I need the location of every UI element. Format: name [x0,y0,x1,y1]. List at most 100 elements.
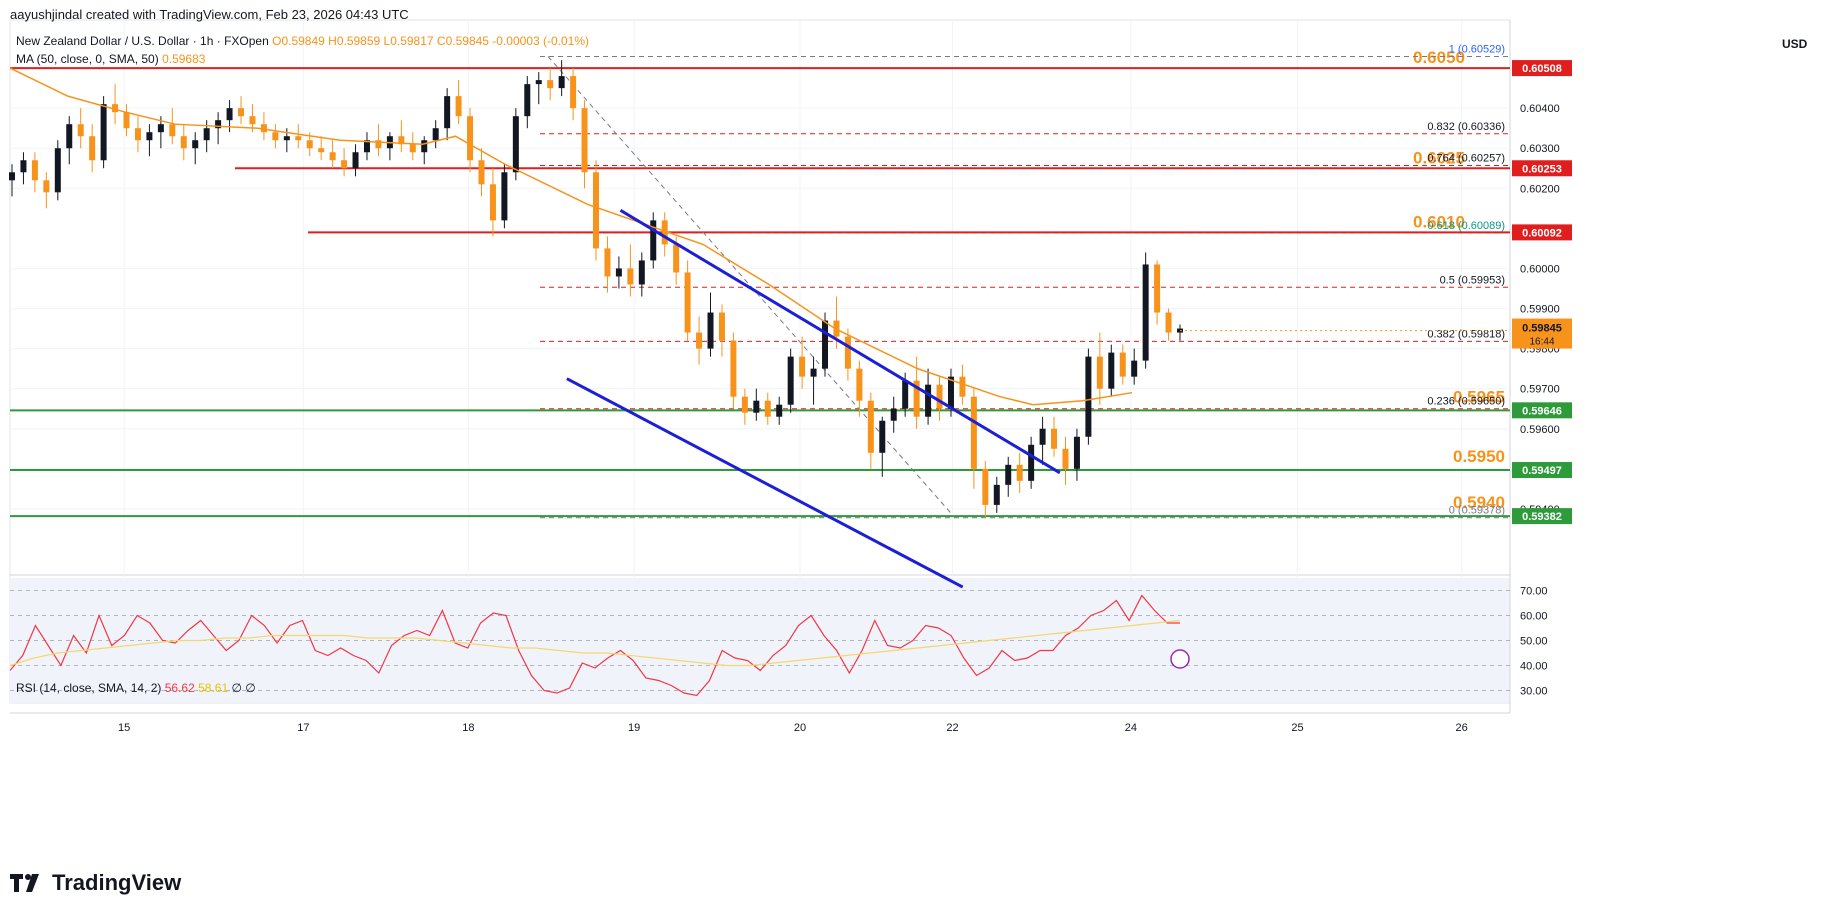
rsi-value: 56.62 [164,681,195,695]
rsi-ma-line [9,619,1181,667]
price-badge [1512,160,1572,177]
candle-body [627,268,634,285]
candle-body [43,180,50,193]
fib-level-label: 1 (0.60529) [1449,43,1505,55]
time-tick-label: 18 [462,722,474,734]
candle-body [123,112,130,129]
candle-body [1131,360,1138,377]
candle-body [9,172,15,181]
support-label: 0.5940 [1453,493,1505,512]
candle-body [879,420,886,453]
chart-caption: aayushjindal created with TradingView.co… [10,7,409,22]
candle-body [1154,264,1161,313]
candle-body [421,140,428,153]
time-tick-label: 15 [118,722,130,734]
candle-body [993,484,1000,505]
candle-body [730,340,737,397]
candle-body [970,396,977,469]
candle-body [467,116,474,161]
candle-body [54,148,61,193]
candle-body [272,132,279,141]
ohlc-values: O0.59849 H0.59859 L0.59817 C0.59845 -0.0… [272,34,590,48]
resistance-label: 0.6050 [1413,48,1465,67]
event-marker-icon [1170,649,1190,669]
rsi-tick-label: 30.00 [1520,686,1548,698]
candle-body [822,320,829,369]
candle-body [856,368,863,401]
fib-level-label: 0.832 (0.60336) [1427,121,1505,133]
time-tick-label: 20 [794,722,806,734]
candle-body [902,380,909,409]
fib-level-label: 0.5 (0.59953) [1440,274,1505,286]
symbol-legend[interactable]: New Zealand Dollar / U.S. Dollar · 1h · … [16,34,589,48]
candle-body [352,152,359,169]
candle-body [295,136,302,141]
axis-currency[interactable]: USD [1782,37,1808,51]
time-tick-label: 22 [946,722,958,734]
price-tick-label: 0.60300 [1520,143,1560,155]
candle-body [741,396,748,413]
rsi-legend[interactable]: RSI (14, close, SMA, 14, 2) 56.62 58.61 … [16,681,256,695]
rsi-tick-label: 70.00 [1520,586,1548,598]
ma-legend[interactable]: MA (50, close, 0, SMA, 50) 0.59683 [16,52,205,66]
candle-body [844,336,851,369]
time-tick-label: 25 [1291,722,1303,734]
price-tick-label: 0.60200 [1520,183,1560,195]
candle-body [329,152,336,161]
support-label: 0.5965 [1453,387,1505,406]
price-tick-label: 0.59700 [1520,384,1560,396]
candle-body [341,160,348,169]
candle-body [604,248,611,277]
candle-body [112,104,119,113]
candle-body [1039,428,1046,445]
candle-body [409,144,416,153]
fib-level-label: 0.236 (0.59650) [1427,396,1505,408]
rsi-label: RSI (14, close, SMA, 14, 2) [16,681,162,695]
candle-body [501,172,508,221]
time-tick-label: 26 [1456,722,1468,734]
price-badge [1512,508,1572,525]
candle-body [570,76,577,109]
channel-lower-line [566,377,964,589]
candle-body [192,140,199,149]
candle-body [593,172,599,249]
tradingview-logo[interactable]: TradingView [10,870,181,896]
candle-body [581,108,588,173]
rsi-sma-value: 58.61 [198,681,229,695]
candle-body [925,384,932,417]
price-tick-label: 0.59600 [1520,424,1560,436]
candle-body [650,220,657,261]
candle-body [1108,352,1115,389]
ma-value: 0.59683 [162,52,206,66]
candle-body [157,124,164,133]
fib-level-label: 0.764 (0.60257) [1427,152,1505,164]
candle-body [444,96,451,129]
ma-label: MA (50, close, 0, SMA, 50) [16,52,159,66]
current-price-badge [1512,318,1572,349]
candle-body [455,96,462,117]
candle-body [753,400,760,413]
candle-body [226,108,233,121]
rsi-tick-label: 60.00 [1520,611,1548,623]
fib-level-label: 0.382 (0.59818) [1427,328,1505,340]
candle-body [169,124,176,137]
candle-body [696,332,703,349]
candle-body [66,124,73,149]
candle-body [810,368,817,377]
candle-body [718,312,725,341]
candle-body [77,124,84,137]
candle-body [398,136,405,145]
ma-line [9,67,1133,406]
candle-body [947,376,954,409]
price-badge-label: 0.60092 [1522,227,1562,239]
price-badge-label: 0.59382 [1522,511,1562,523]
candle-body [638,260,645,285]
candle-body [146,132,153,141]
candle-body [936,384,943,409]
candle-body [1073,436,1080,469]
channel-upper-line [619,209,1061,475]
price-badge-label: 0.59497 [1522,465,1562,477]
candle-body [478,160,485,185]
candle-body [249,116,256,125]
